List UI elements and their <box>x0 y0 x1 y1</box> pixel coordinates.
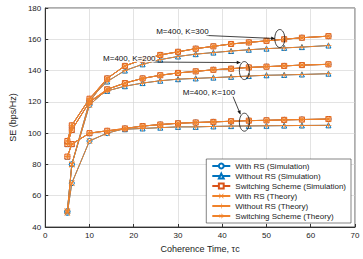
svg-text:180: 180 <box>28 4 42 13</box>
svg-text:With RS (Theory): With RS (Theory) <box>235 192 297 201</box>
svg-text:Switching Scheme (Theory): Switching Scheme (Theory) <box>235 212 334 221</box>
svg-text:120: 120 <box>28 97 42 106</box>
svg-text:30: 30 <box>174 231 183 240</box>
svg-text:40: 40 <box>32 223 41 232</box>
svg-text:SE (bps/Hz): SE (bps/Hz) <box>8 93 18 142</box>
svg-text:80: 80 <box>32 160 41 169</box>
svg-text:40: 40 <box>218 231 227 240</box>
svg-text:70: 70 <box>351 231 360 240</box>
svg-text:Switching Scheme (Simulation): Switching Scheme (Simulation) <box>235 182 346 191</box>
svg-text:0: 0 <box>43 231 48 240</box>
svg-text:Coherence Time, τc: Coherence Time, τc <box>161 244 241 254</box>
svg-text:20: 20 <box>129 231 138 240</box>
svg-text:10: 10 <box>85 231 94 240</box>
svg-text:160: 160 <box>28 35 42 44</box>
svg-text:M=400, K=300: M=400, K=300 <box>156 27 209 36</box>
svg-text:Without RS (Theory): Without RS (Theory) <box>235 202 308 211</box>
svg-text:140: 140 <box>28 66 42 75</box>
svg-text:Without RS (Simulation): Without RS (Simulation) <box>235 172 321 181</box>
svg-text:60: 60 <box>32 191 41 200</box>
svg-text:M=400, K=100: M=400, K=100 <box>183 88 236 97</box>
svg-text:50: 50 <box>262 231 271 240</box>
svg-text:With RS (Simulation): With RS (Simulation) <box>235 162 310 171</box>
svg-text:60: 60 <box>306 231 315 240</box>
svg-text:100: 100 <box>28 129 42 138</box>
svg-text:M=400, K=200: M=400, K=200 <box>103 54 156 63</box>
